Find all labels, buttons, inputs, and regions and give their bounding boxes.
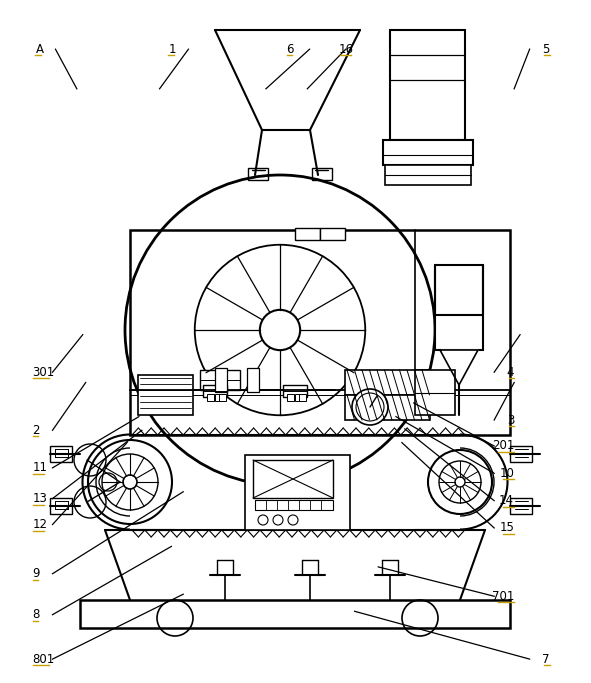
Bar — [80, 600, 510, 628]
Bar — [287, 394, 294, 401]
Text: 201: 201 — [492, 439, 514, 453]
Bar — [219, 394, 226, 401]
Text: 9: 9 — [33, 567, 40, 581]
Bar — [295, 394, 302, 401]
Text: 701: 701 — [492, 589, 514, 603]
Bar — [320, 228, 345, 240]
Bar — [510, 498, 532, 514]
Bar — [138, 375, 193, 415]
Text: 3: 3 — [507, 413, 514, 427]
Text: 301: 301 — [33, 365, 55, 379]
Bar — [207, 394, 214, 401]
Bar — [415, 370, 455, 415]
Text: 801: 801 — [33, 652, 55, 666]
Circle shape — [352, 389, 388, 425]
Text: 8: 8 — [33, 608, 40, 622]
Text: 16: 16 — [338, 42, 353, 56]
Text: 14: 14 — [499, 494, 514, 507]
Text: 7: 7 — [542, 652, 550, 666]
Bar — [248, 168, 268, 180]
Bar — [283, 385, 307, 397]
Bar — [345, 370, 430, 395]
Bar — [50, 446, 72, 462]
Bar — [435, 265, 483, 350]
Bar — [130, 230, 510, 435]
Bar — [247, 368, 259, 392]
Bar — [345, 395, 430, 420]
Bar — [390, 30, 465, 140]
Text: 1: 1 — [168, 42, 176, 56]
Text: 4: 4 — [506, 365, 514, 379]
Bar — [299, 394, 306, 401]
Text: 6: 6 — [286, 42, 293, 56]
Bar — [295, 228, 320, 240]
Bar — [385, 165, 471, 185]
Bar — [50, 498, 72, 514]
Text: 5: 5 — [543, 42, 550, 56]
Bar — [383, 140, 473, 165]
Circle shape — [123, 475, 137, 489]
Bar — [255, 500, 333, 510]
Bar — [200, 370, 240, 390]
Text: 13: 13 — [33, 492, 47, 505]
Bar — [203, 385, 227, 397]
Text: 12: 12 — [33, 518, 47, 531]
Bar — [510, 446, 532, 462]
Bar — [253, 460, 333, 498]
Polygon shape — [440, 350, 478, 385]
Bar — [215, 368, 227, 392]
Bar — [215, 394, 222, 401]
Text: 15: 15 — [499, 521, 514, 535]
Text: 11: 11 — [33, 461, 47, 475]
Bar — [245, 455, 350, 530]
Text: A: A — [35, 42, 44, 56]
Text: 10: 10 — [499, 466, 514, 480]
Circle shape — [260, 310, 300, 350]
Bar — [312, 168, 332, 180]
Circle shape — [455, 477, 465, 487]
Text: 2: 2 — [33, 423, 40, 437]
